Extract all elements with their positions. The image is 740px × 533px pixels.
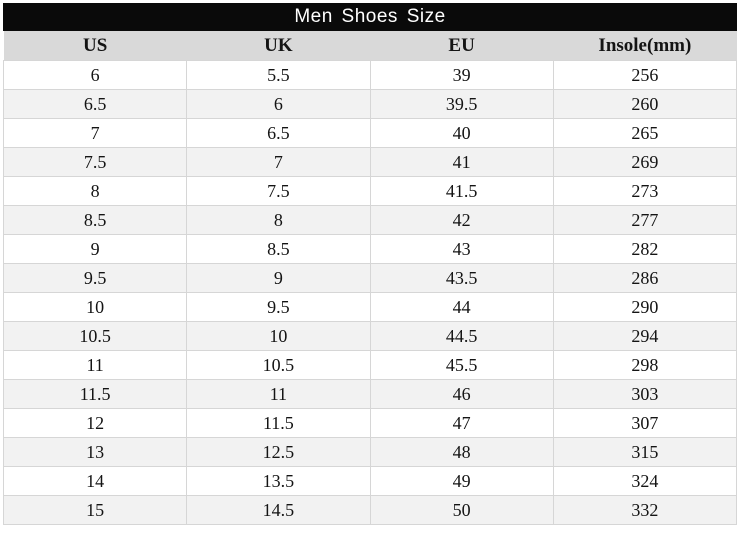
table-cell: 13.5 [186,466,371,496]
table-cell: 5.5 [186,60,371,90]
table-cell: 41.5 [369,176,554,206]
table-cell: 10.5 [2,321,188,351]
table-cell: 256 [552,60,738,90]
table-cell: 43.5 [369,263,554,293]
table-cell: 315 [552,437,738,467]
table-cell: 273 [552,176,738,206]
table-row: 11 10.5 45.5 298 [2,350,738,380]
table-row: 8.5 8 42 277 [2,205,738,235]
table-row: 10 9.5 44 290 [2,292,738,322]
table-cell: 6 [2,60,188,90]
table-cell: 46 [369,379,554,409]
table-row: 11.5 11 46 303 [2,379,738,409]
table-cell: 8 [186,205,371,235]
table-cell: 307 [552,408,738,438]
table-cell: 50 [369,495,554,525]
table-row: 9.5 9 43.5 286 [2,263,738,293]
column-header: UK [186,31,370,61]
table-cell: 10 [186,321,371,351]
table-row: 14 13.5 49 324 [2,466,738,496]
table-row: 12 11.5 47 307 [2,408,738,438]
table-cell: 9 [2,234,188,264]
table-cell: 7.5 [186,176,371,206]
table-cell: 42 [369,205,554,235]
table-row: 6 5.5 39 256 [2,60,738,90]
table-cell: 44 [369,292,554,322]
table-cell: 294 [552,321,738,351]
column-header: EU [370,31,554,61]
table-cell: 260 [552,89,738,119]
table-cell: 10.5 [186,350,371,380]
table-cell: 47 [369,408,554,438]
table-row: 7 6.5 40 265 [2,118,738,148]
table-cell: 48 [369,437,554,467]
header-row: US UK EU Insole(mm) [3,31,737,61]
table-cell: 286 [552,263,738,293]
table-row: 6.5 6 39.5 260 [2,89,738,119]
table-cell: 49 [369,466,554,496]
table-cell: 40 [369,118,554,148]
column-header: US [3,31,187,61]
table-cell: 11 [186,379,371,409]
table-cell: 15 [2,495,188,525]
table-row: 9 8.5 43 282 [2,234,738,264]
table-cell: 8.5 [2,205,188,235]
table-cell: 39 [369,60,554,90]
table-cell: 10 [2,292,188,322]
table-body: 6 5.5 39 256 6.5 6 39.5 260 7 6.5 40 265 7.5 7 41 269 8 7… [2,60,738,525]
table-cell: 13 [2,437,188,467]
table-cell: 41 [369,147,554,177]
table-header: US UK EU Insole(mm) [3,31,737,61]
table-cell: 14.5 [186,495,371,525]
column-header: Insole(mm) [553,31,737,61]
table-cell: 9.5 [2,263,188,293]
table-row: 7.5 7 41 269 [2,147,738,177]
table-cell: 9.5 [186,292,371,322]
table-row: 13 12.5 48 315 [2,437,738,467]
table-row: 10.5 10 44.5 294 [2,321,738,351]
table-cell: 6.5 [186,118,371,148]
table-cell: 7 [186,147,371,177]
table-cell: 7 [2,118,188,148]
table-cell: 39.5 [369,89,554,119]
size-chart: Men Shoes Size US UK EU Insole(mm) 6 5.5 39 25… [2,3,738,525]
table-cell: 265 [552,118,738,148]
table-cell: 8.5 [186,234,371,264]
table-cell: 303 [552,379,738,409]
table-cell: 11.5 [186,408,371,438]
table-cell: 332 [552,495,738,525]
table-cell: 269 [552,147,738,177]
table-cell: 11.5 [2,379,188,409]
page-title: Men Shoes Size [294,6,446,27]
table-cell: 45.5 [369,350,554,380]
table-cell: 9 [186,263,371,293]
table-cell: 43 [369,234,554,264]
table-cell: 8 [2,176,188,206]
table-cell: 6.5 [2,89,188,119]
title-bar: Men Shoes Size [3,3,737,31]
table-row: 8 7.5 41.5 273 [2,176,738,206]
table-cell: 6 [186,89,371,119]
size-table: US UK EU Insole(mm) 6 5.5 39 256 6.5 6 39.5 260 7 6.… [2,31,738,525]
table-cell: 12 [2,408,188,438]
table-cell: 277 [552,205,738,235]
table-cell: 7.5 [2,147,188,177]
table-cell: 282 [552,234,738,264]
table-cell: 290 [552,292,738,322]
table-cell: 298 [552,350,738,380]
table-cell: 12.5 [186,437,371,467]
table-cell: 324 [552,466,738,496]
table-cell: 14 [2,466,188,496]
table-row: 15 14.5 50 332 [2,495,738,525]
table-cell: 44.5 [369,321,554,351]
table-cell: 11 [2,350,188,380]
